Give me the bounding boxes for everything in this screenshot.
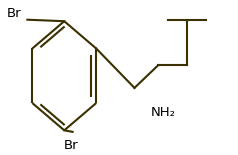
Text: NH₂: NH₂	[150, 106, 176, 119]
Text: Br: Br	[64, 140, 79, 152]
Text: Br: Br	[7, 7, 22, 20]
